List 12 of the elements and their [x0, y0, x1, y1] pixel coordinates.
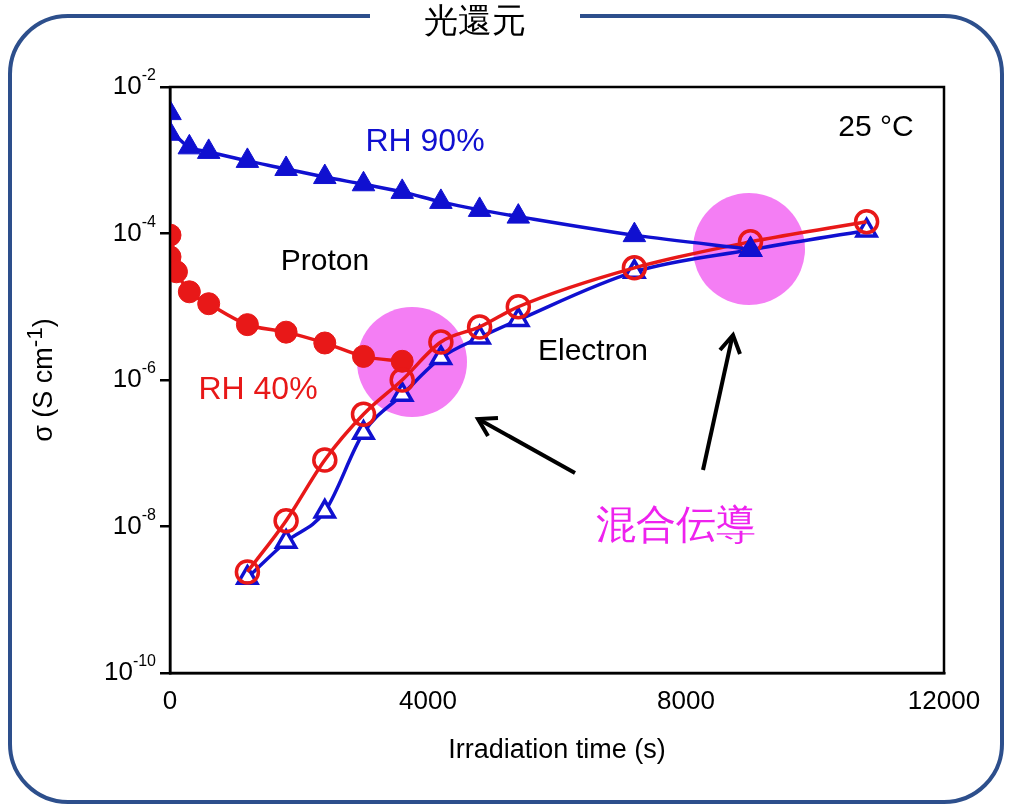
series-label: RH 40% [198, 369, 318, 406]
chart-title: 光還元 [370, 0, 580, 40]
x-tick-label: 0 [162, 684, 178, 715]
annotation: Proton [280, 243, 370, 277]
x-tick-label: 12000 [907, 684, 981, 715]
annotation: Electron [537, 333, 649, 367]
series-label: RH 90% [365, 121, 485, 158]
annotation: 25 °C [838, 109, 914, 143]
x-axis-title: Irradiation time (s) [448, 734, 666, 765]
annotation: 混合伝導 [596, 502, 756, 547]
x-tick-label: 4000 [399, 684, 457, 715]
x-tick-label: 8000 [657, 684, 715, 715]
